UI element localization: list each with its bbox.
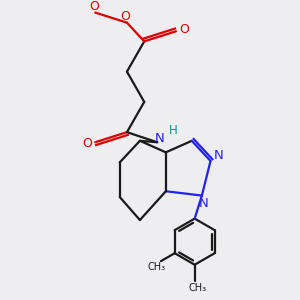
- Text: CH₃: CH₃: [148, 262, 166, 272]
- Text: H: H: [169, 124, 177, 137]
- Text: N: N: [154, 132, 164, 145]
- Text: O: O: [121, 10, 130, 23]
- Text: O: O: [89, 0, 99, 13]
- Text: N: N: [198, 197, 208, 210]
- Text: CH₃: CH₃: [188, 283, 207, 293]
- Text: O: O: [82, 137, 92, 150]
- Text: O: O: [179, 23, 189, 36]
- Text: N: N: [214, 149, 224, 162]
